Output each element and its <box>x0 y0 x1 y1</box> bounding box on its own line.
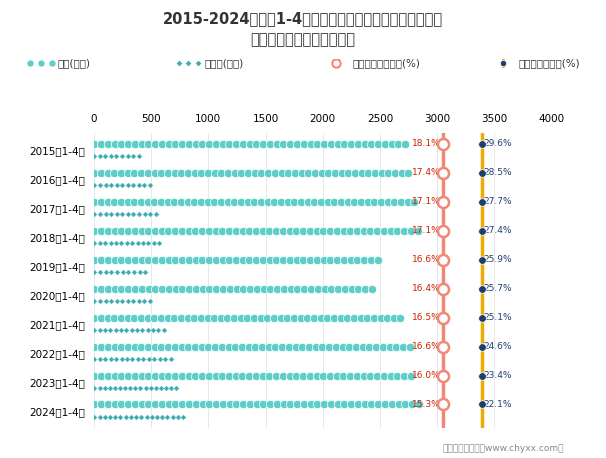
Text: 17.1%: 17.1% <box>412 197 441 206</box>
Text: 27.7%: 27.7% <box>484 197 512 206</box>
Text: 17.4%: 17.4% <box>412 168 441 177</box>
Text: 设备制造业企业存货统计图: 设备制造业企业存货统计图 <box>250 32 356 47</box>
Text: 25.9%: 25.9% <box>484 255 512 264</box>
Text: 制图：智研咨询（www.chyxx.com）: 制图：智研咨询（www.chyxx.com） <box>442 443 564 453</box>
Text: 28.5%: 28.5% <box>484 168 512 177</box>
Text: 24.6%: 24.6% <box>484 342 512 351</box>
Text: 18.1%: 18.1% <box>412 139 441 148</box>
Text: 23.4%: 23.4% <box>484 371 512 380</box>
Text: 存货(亿元): 存货(亿元) <box>58 58 90 68</box>
Text: 16.4%: 16.4% <box>412 284 441 293</box>
Text: 16.5%: 16.5% <box>412 313 441 322</box>
Text: 16.0%: 16.0% <box>412 371 441 380</box>
Text: 16.6%: 16.6% <box>412 342 441 351</box>
Text: 15.3%: 15.3% <box>412 400 441 409</box>
Text: 25.7%: 25.7% <box>484 284 512 293</box>
Text: 27.4%: 27.4% <box>484 226 512 235</box>
Text: 29.6%: 29.6% <box>484 139 512 148</box>
Text: 存货占流动资产比(%): 存货占流动资产比(%) <box>352 58 420 68</box>
Text: 25.1%: 25.1% <box>484 313 512 322</box>
Text: 17.1%: 17.1% <box>412 226 441 235</box>
Text: 16.6%: 16.6% <box>412 255 441 264</box>
Text: 22.1%: 22.1% <box>484 400 512 409</box>
Text: 存货占总资产比(%): 存货占总资产比(%) <box>519 58 581 68</box>
Text: 产成品(亿元): 产成品(亿元) <box>204 58 244 68</box>
Text: 2015-2024年各年1-4月铁路、船舶、航空航天和其他运输: 2015-2024年各年1-4月铁路、船舶、航空航天和其他运输 <box>163 11 443 27</box>
